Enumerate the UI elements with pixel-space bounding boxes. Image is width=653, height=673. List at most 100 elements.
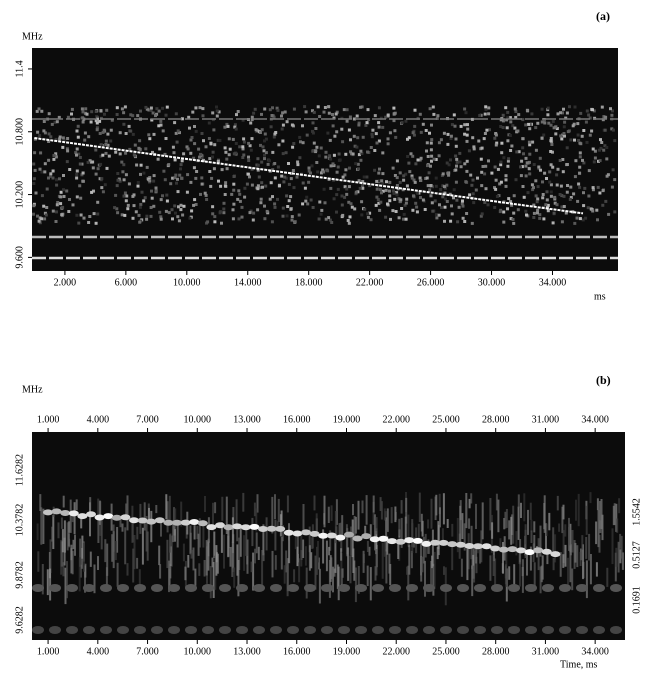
noise-pixel <box>522 195 526 199</box>
noise-pixel <box>199 152 202 156</box>
stripe-blob <box>219 584 231 592</box>
noise-pixel <box>331 162 335 166</box>
streak <box>119 519 122 528</box>
noise-pixel <box>186 147 190 151</box>
noise-pixel <box>446 132 450 136</box>
noise-pixel <box>524 164 528 168</box>
noise-pixel <box>603 144 607 148</box>
noise-pixel <box>549 163 553 167</box>
noise-pixel <box>443 185 446 189</box>
noise-pixel <box>381 125 385 129</box>
noise-pixel <box>145 217 149 221</box>
noise-pixel <box>125 194 129 198</box>
streak <box>386 508 389 532</box>
streak <box>355 516 357 534</box>
streak <box>537 538 540 571</box>
noise-pixel <box>256 184 260 188</box>
noise-pixel <box>407 161 411 165</box>
noise-pixel <box>413 124 417 128</box>
noise-pixel <box>295 175 299 179</box>
streak <box>176 521 179 548</box>
noise-pixel <box>55 178 58 182</box>
stripe-blob <box>287 626 299 634</box>
stripe-blob <box>117 584 129 592</box>
noise-pixel <box>81 120 85 124</box>
streak <box>418 492 421 522</box>
blob <box>146 518 157 525</box>
noise-pixel <box>318 115 322 118</box>
noise-pixel <box>78 184 82 188</box>
streak <box>126 495 129 531</box>
noise-pixel <box>430 154 434 158</box>
noise-pixel <box>483 200 487 204</box>
noise-pixel <box>450 212 454 216</box>
noise-pixel <box>579 111 583 115</box>
noise-pixel <box>447 173 451 177</box>
stripe-blob <box>338 626 350 634</box>
noise-pixel <box>511 124 515 128</box>
noise-pixel <box>391 166 395 170</box>
noise-pixel <box>536 208 540 212</box>
noise-pixel <box>546 113 550 117</box>
stripe-blob <box>389 626 401 634</box>
noise-pixel <box>301 181 305 185</box>
noise-pixel <box>370 135 374 139</box>
noise-pixel <box>537 165 541 169</box>
noise-pixel <box>212 128 216 132</box>
noise-pixel <box>150 118 154 122</box>
streak <box>574 543 577 563</box>
noise-pixel <box>120 160 124 164</box>
blob <box>335 534 346 541</box>
noise-pixel <box>118 179 122 183</box>
noise-pixel <box>58 177 61 181</box>
noise-pixel <box>287 162 290 165</box>
noise-pixel <box>81 116 85 120</box>
noise-pixel <box>253 107 257 111</box>
stripe-blob <box>576 584 588 592</box>
stripe-blob <box>491 584 503 592</box>
streak <box>611 528 614 565</box>
streak <box>533 535 536 550</box>
noise-pixel <box>241 118 245 122</box>
noise-pixel <box>504 174 508 178</box>
stripe-blob <box>457 584 469 592</box>
noise-pixel <box>568 105 571 109</box>
noise-pixel <box>605 146 609 149</box>
blob <box>473 543 483 550</box>
noise-pixel <box>52 153 56 157</box>
noise-pixel <box>374 203 378 207</box>
noise-pixel <box>104 143 108 146</box>
noise-pixel <box>426 184 430 188</box>
noise-pixel <box>545 177 548 180</box>
noise-pixel <box>599 138 602 142</box>
streak <box>471 547 474 570</box>
noise-pixel <box>270 220 274 224</box>
streak <box>585 505 588 535</box>
noise-pixel <box>601 203 605 207</box>
noise-pixel <box>174 112 178 116</box>
noise-pixel <box>361 186 365 190</box>
noise-pixel <box>505 118 509 122</box>
noise-pixel <box>391 189 395 193</box>
noise-pixel <box>329 186 333 190</box>
streak <box>104 539 107 563</box>
noise-pixel <box>216 138 220 142</box>
noise-pixel <box>555 203 559 207</box>
streak <box>582 561 585 579</box>
noise-pixel <box>548 170 552 174</box>
noise-pixel <box>463 162 467 166</box>
noise-pixel <box>311 109 314 113</box>
streak <box>68 521 71 533</box>
stripe-blob <box>474 626 486 634</box>
noise-pixel <box>524 209 528 213</box>
streak <box>475 556 478 574</box>
noise-pixel <box>40 170 44 174</box>
noise-pixel <box>361 184 364 188</box>
noise-pixel <box>106 143 110 147</box>
noise-pixel <box>546 209 550 213</box>
blob <box>447 541 458 548</box>
y-tick-label: 9.600 <box>14 246 25 269</box>
noise-pixel <box>220 221 223 225</box>
noise-pixel <box>482 137 486 141</box>
noise-pixel <box>490 171 494 175</box>
